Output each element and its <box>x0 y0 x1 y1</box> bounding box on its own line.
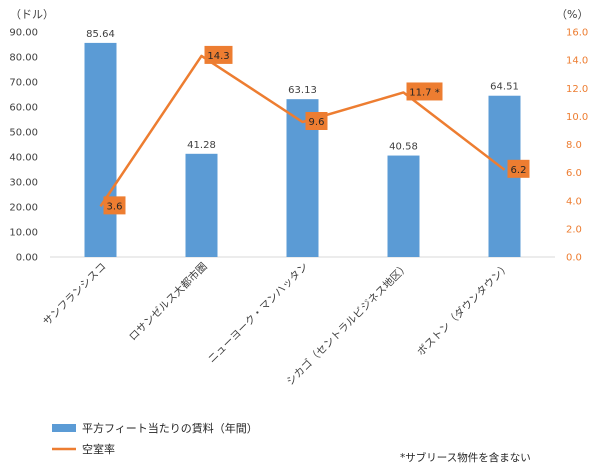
legend-line-label: 空室率 <box>82 442 115 456</box>
left-tick-label: 60.00 <box>9 103 38 114</box>
legend-bar-swatch <box>52 424 76 432</box>
bar-value-label: 85.64 <box>86 29 115 40</box>
vacancy-line <box>99 54 506 208</box>
right-tick-label: 12.0 <box>566 84 588 95</box>
left-tick-label: 0.00 <box>16 253 38 264</box>
category-label: ボストン（ダウンタウン） <box>414 260 512 358</box>
left-tick-label: 80.00 <box>9 53 38 64</box>
bar-value-label: 64.51 <box>490 82 519 93</box>
left-tick-label: 90.00 <box>9 28 38 39</box>
line-label-box <box>305 112 328 130</box>
line-value-label: 11.7 * <box>409 87 439 98</box>
right-tick-label: 2.0 <box>566 224 582 235</box>
category-labels: サンフランシスコ ロサンゼルス大都市圏ニューヨーク・マンハッタンシカゴ（セントラル… <box>41 260 513 388</box>
left-tick-label: 50.00 <box>9 128 38 139</box>
left-tick-label: 70.00 <box>9 78 38 89</box>
category-label: シカゴ（セントラルビジネス地区） <box>284 260 412 388</box>
left-axis: 0.00 10.00 20.00 30.00 40.00 50.00 60.00 70.00 8… <box>9 28 38 264</box>
line-label-box <box>204 45 233 64</box>
right-tick-label: 16.0 <box>566 28 588 39</box>
right-tick-label: 6.0 <box>566 168 582 179</box>
left-tick-label: 10.00 <box>9 228 38 239</box>
left-tick-label: 20.00 <box>9 203 38 214</box>
bar <box>84 42 117 258</box>
bar-value-label: 41.28 <box>187 140 216 151</box>
right-tick-label: 14.0 <box>566 56 588 67</box>
line-value-label: 14.3 <box>207 51 229 62</box>
left-axis-unit: （ドル） <box>10 8 54 21</box>
bar-value-label: 63.13 <box>288 85 317 96</box>
line-value-label: 3.6 <box>107 201 123 212</box>
right-axis: 0.0 2.0 4.0 6.0 8.0 10.0 12.0 14.0 16.0 <box>566 28 588 264</box>
line-series: 3.6 14.3 9.6 11.7 * 6.2 <box>99 45 530 215</box>
line-value-label: 9.6 <box>309 117 325 128</box>
right-tick-label: 10.0 <box>566 112 588 123</box>
bar <box>185 153 218 257</box>
line-value-label: 6.2 <box>511 165 527 176</box>
category-label: ロサンゼルス大都市圏 <box>126 260 209 343</box>
right-tick-label: 0.0 <box>566 253 582 264</box>
legend: 平方フィート当たりの賃料（年間） 空室率 <box>52 421 258 456</box>
category-label: ニューヨーク・マンハッタン <box>206 261 311 366</box>
right-tick-label: 4.0 <box>566 196 582 207</box>
category-label: サンフランシスコ <box>41 261 109 329</box>
bar-data-labels: 85.64 41.28 63.13 40.58 64.51 <box>86 29 519 153</box>
legend-bar-label: 平方フィート当たりの賃料（年間） <box>82 421 258 435</box>
bar-series <box>84 42 521 258</box>
right-tick-label: 8.0 <box>566 140 582 151</box>
line-label-box <box>507 159 530 178</box>
bar-value-label: 40.58 <box>389 142 418 153</box>
left-tick-label: 30.00 <box>9 178 38 189</box>
footnote: *サブリース物件を含まない <box>400 451 531 464</box>
right-axis-unit: （%） <box>556 8 588 21</box>
line-label-box <box>103 196 126 215</box>
left-tick-label: 40.00 <box>9 153 38 164</box>
bar <box>387 155 420 257</box>
line-label-box <box>406 82 443 101</box>
